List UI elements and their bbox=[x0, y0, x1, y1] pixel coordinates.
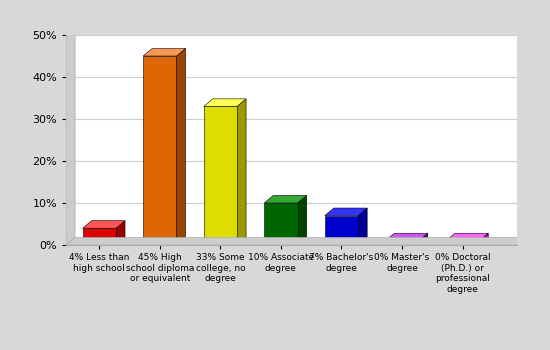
Polygon shape bbox=[237, 99, 246, 245]
Polygon shape bbox=[204, 106, 237, 245]
Polygon shape bbox=[386, 241, 419, 245]
Polygon shape bbox=[325, 216, 358, 245]
Polygon shape bbox=[264, 195, 307, 203]
Polygon shape bbox=[358, 208, 367, 245]
Polygon shape bbox=[446, 233, 488, 241]
Polygon shape bbox=[143, 56, 177, 245]
Polygon shape bbox=[204, 99, 246, 106]
Polygon shape bbox=[143, 48, 185, 56]
Polygon shape bbox=[82, 220, 125, 228]
Polygon shape bbox=[419, 233, 428, 245]
Polygon shape bbox=[82, 228, 116, 245]
Polygon shape bbox=[446, 241, 479, 245]
Polygon shape bbox=[66, 237, 526, 245]
Polygon shape bbox=[325, 208, 367, 216]
Polygon shape bbox=[298, 195, 307, 245]
Polygon shape bbox=[177, 48, 185, 245]
Polygon shape bbox=[479, 233, 488, 245]
Polygon shape bbox=[264, 203, 298, 245]
Polygon shape bbox=[386, 233, 428, 241]
Polygon shape bbox=[116, 220, 125, 245]
Polygon shape bbox=[66, 27, 75, 245]
